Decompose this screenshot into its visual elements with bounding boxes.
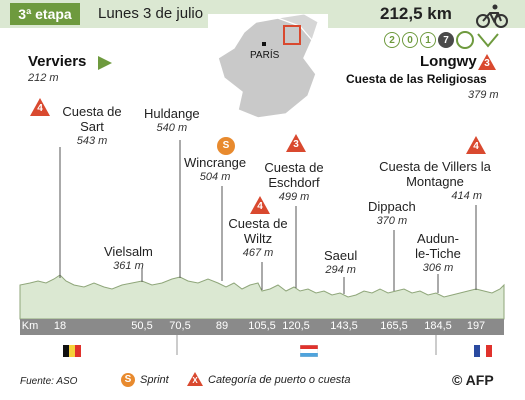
finish-climb: Cuesta de las Religiosas bbox=[346, 72, 487, 86]
start-arrow-icon bbox=[98, 56, 112, 70]
category-4-icon bbox=[30, 98, 50, 116]
terrain-area bbox=[19, 274, 505, 320]
country-borders bbox=[176, 335, 437, 355]
sprint-legend: Sprint bbox=[140, 374, 169, 386]
category-number: 4 bbox=[257, 201, 263, 212]
finish-altitude: 379 m bbox=[468, 89, 499, 101]
km-tick: 197 bbox=[466, 320, 486, 332]
year-digit: 7 bbox=[438, 32, 454, 48]
year-digit: 2 bbox=[384, 32, 400, 48]
map-city-label: PARÍS bbox=[250, 50, 280, 61]
km-tick: 105,5 bbox=[248, 320, 276, 332]
point-label: Cuesta de Sart 543 m bbox=[62, 104, 122, 147]
stage-badge: 3ª etapa bbox=[10, 3, 80, 25]
km-tick: 143,5 bbox=[330, 320, 358, 332]
km-tick: 70,5 bbox=[169, 320, 191, 332]
paris-marker bbox=[262, 42, 266, 46]
point-label: Cuesta de Eschdorf 499 m bbox=[264, 160, 324, 203]
finish-category: 3 bbox=[484, 58, 490, 69]
point-label: Cuesta de Wiltz 467 m bbox=[228, 216, 288, 259]
point-label: Wincrange 504 m bbox=[184, 155, 247, 183]
category-legend-symbol: X bbox=[192, 376, 198, 385]
point-label: Dippach 370 m bbox=[368, 199, 416, 227]
category-3-icon bbox=[286, 134, 306, 152]
category-legend: Categoría de puerto o cuesta bbox=[208, 374, 351, 386]
km-tick: 165,5 bbox=[380, 320, 408, 332]
sprint-icon bbox=[217, 137, 235, 155]
finish-category-icon bbox=[478, 54, 496, 70]
axis-label: Km bbox=[21, 320, 39, 332]
start-altitude: 212 m bbox=[28, 72, 59, 84]
afp-credit: © AFP bbox=[452, 372, 494, 388]
point-label: Huldange 540 m bbox=[144, 106, 200, 134]
point-label: Audun-le-Tiche 306 m bbox=[415, 231, 461, 274]
km-axis bbox=[20, 319, 504, 335]
category-number: 4 bbox=[37, 103, 43, 114]
stage-date: Lunes 3 de julio bbox=[98, 5, 204, 22]
finish-city: Longwy bbox=[420, 53, 477, 70]
sprint-legend-icon bbox=[121, 373, 135, 387]
km-tick: 89 bbox=[215, 320, 229, 332]
flag-france-icon bbox=[474, 345, 492, 357]
tour-logo-icon bbox=[456, 31, 499, 49]
category-number: 3 bbox=[293, 139, 299, 150]
km-tick: 120,5 bbox=[282, 320, 310, 332]
km-tick: 50,5 bbox=[131, 320, 153, 332]
point-label: Saeul 294 m bbox=[324, 248, 358, 276]
category-number: 4 bbox=[473, 141, 479, 152]
source-text: Fuente: ASO bbox=[20, 376, 78, 387]
sprint-letter: S bbox=[222, 140, 230, 151]
point-label: Vielsalm 361 m bbox=[104, 244, 153, 272]
year-digit: 0 bbox=[402, 32, 418, 48]
year-digit: 1 bbox=[420, 32, 436, 48]
category-4-icon bbox=[466, 136, 486, 154]
flag-luxembourg-icon bbox=[300, 345, 318, 357]
km-tick: 18 bbox=[53, 320, 67, 332]
point-label: Cuesta de Villers la Montagne 414 m bbox=[379, 159, 491, 202]
start-city: Verviers bbox=[28, 53, 87, 70]
map-inset bbox=[208, 14, 328, 122]
sprint-legend-symbol: S bbox=[124, 374, 132, 385]
category-4-icon bbox=[250, 196, 270, 214]
cyclist-icon bbox=[476, 4, 508, 28]
category-legend-icon bbox=[187, 372, 203, 386]
flag-belgium-icon bbox=[63, 345, 81, 357]
km-tick: 184,5 bbox=[424, 320, 452, 332]
stage-distance: 212,5 km bbox=[380, 4, 452, 23]
